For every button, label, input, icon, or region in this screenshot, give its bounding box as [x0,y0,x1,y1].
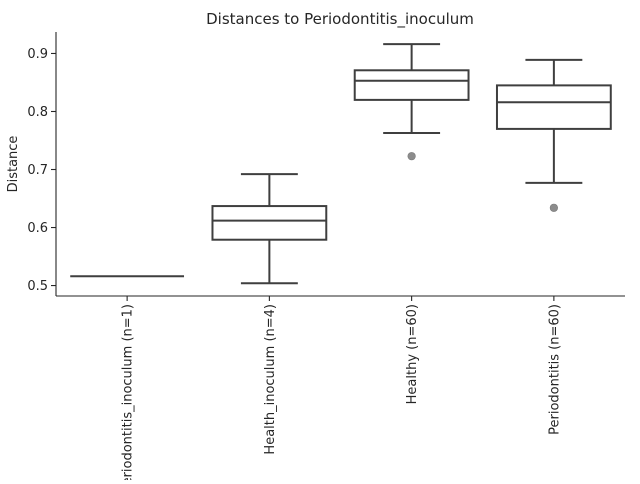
box-iqr [495,84,612,130]
box-iqr [353,69,470,101]
plot-marks [70,43,612,285]
y-tick-label: 0.8 [27,105,48,120]
x-tick-label: Periodontitis_inoculum (n=1) [121,304,136,480]
y-axis-label: Distance [6,136,21,193]
x-tick-label: Periodontitis (n=60) [547,304,562,435]
y-tick-label: 0.9 [27,47,48,62]
outlier-point [407,152,416,161]
box-iqr [211,205,328,241]
x-tick-label: Healthy (n=60) [405,304,420,404]
box-group [495,58,612,212]
box-group [353,43,470,161]
outlier-point [549,203,558,212]
x-ticks: Periodontitis_inoculum (n=1) Health_inocu… [121,296,562,484]
box-group [211,173,328,285]
chart-title: Distances to Periodontitis_inoculum [206,10,474,29]
y-ticks: 0.5 0.6 0.7 0.8 0.9 [27,47,56,294]
y-tick-label: 0.6 [27,221,48,236]
x-tick-label: Health_inoculum (n=4) [263,304,278,455]
y-tick-label: 0.7 [27,163,48,178]
y-tick-label: 0.5 [27,279,48,294]
